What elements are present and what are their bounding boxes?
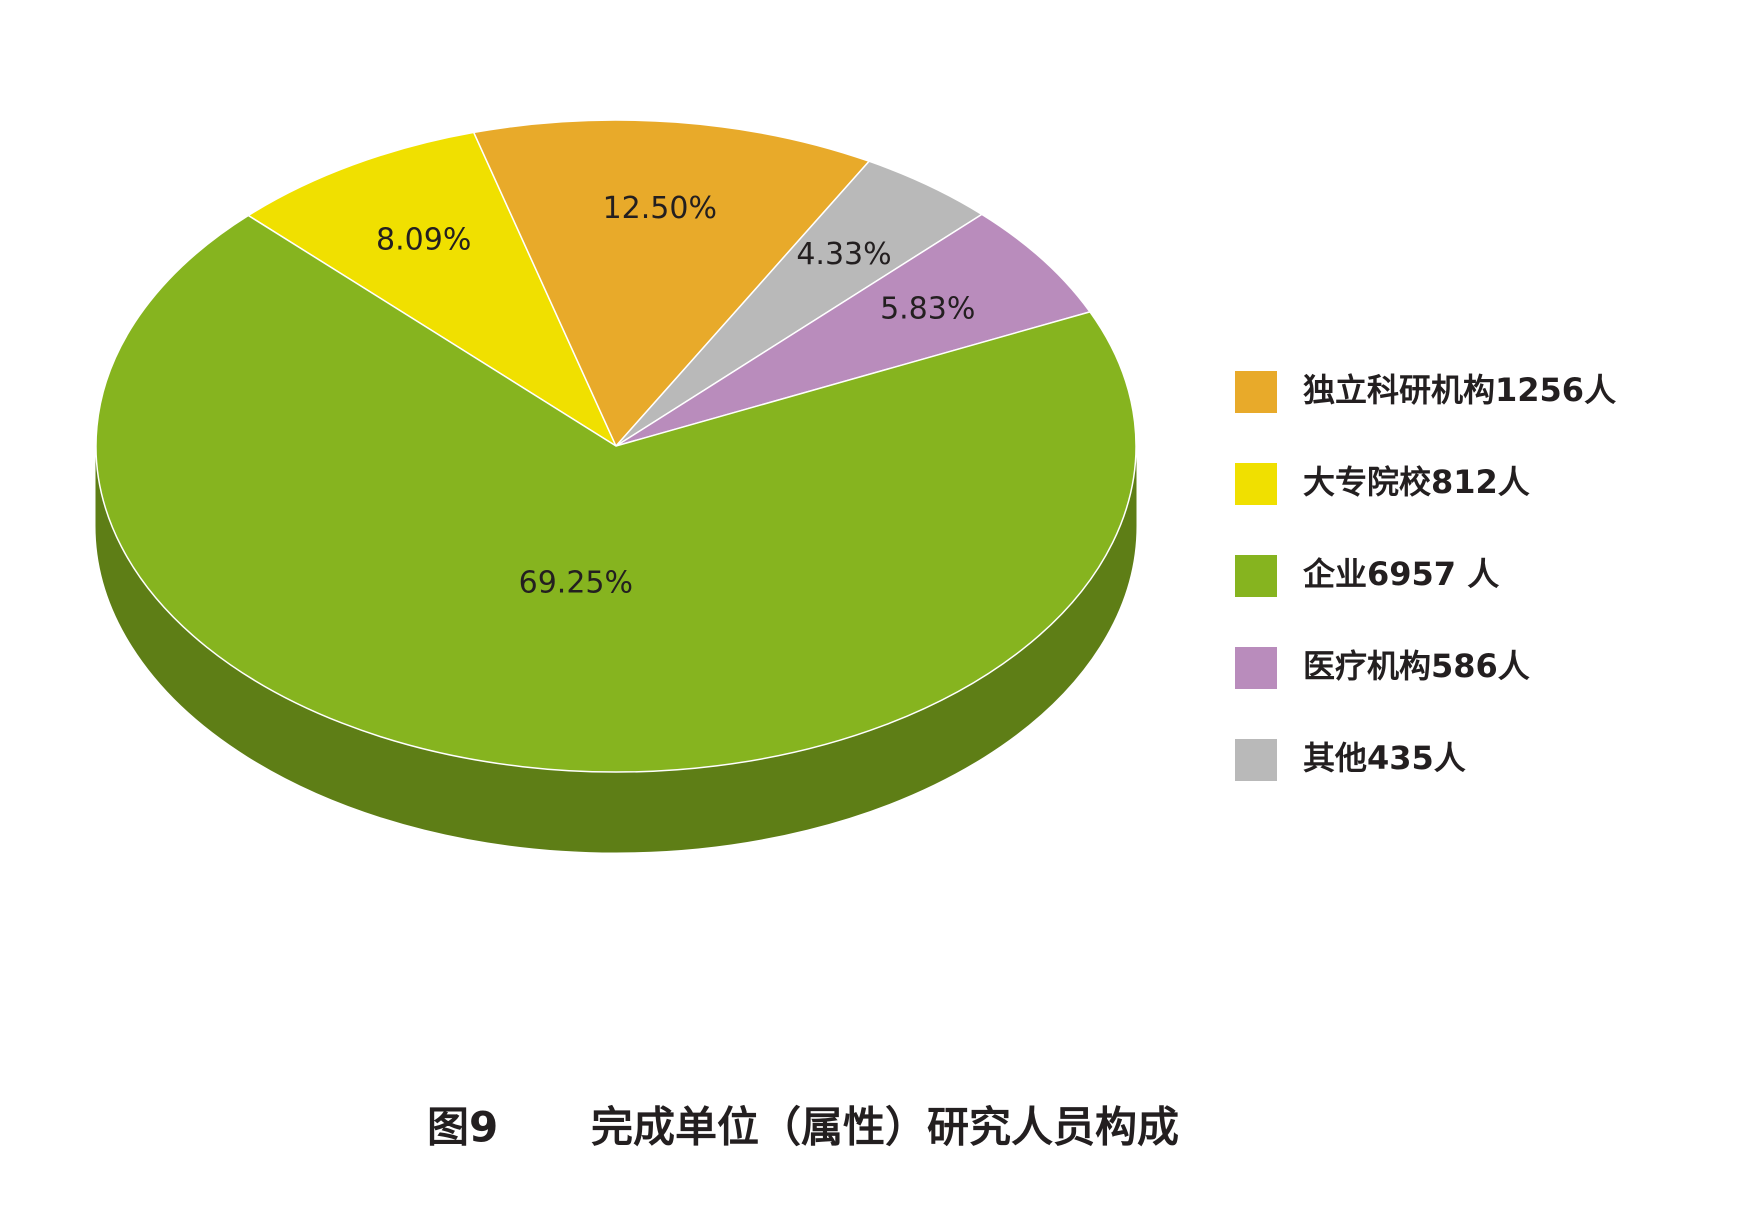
value-label: 5.83%	[880, 292, 975, 327]
slice	[95, 214, 1137, 773]
legend-label: 其他435人	[1303, 739, 1466, 777]
value-label: 69.25%	[519, 565, 633, 600]
legend-label: 大专院校812人	[1303, 463, 1530, 501]
value-label: 12.50%	[603, 191, 717, 226]
slice	[247, 131, 617, 447]
slice	[615, 213, 1091, 447]
value-label: 4.33%	[796, 237, 891, 272]
legend-swatch	[1235, 371, 1277, 413]
legend-label: 独立科研机构1256人	[1303, 371, 1616, 409]
slice	[473, 119, 870, 447]
legend-swatch	[1235, 647, 1277, 689]
legend-swatch	[1235, 463, 1277, 505]
chart-title: 完成单位（属性）研究人员构成	[591, 1103, 1179, 1152]
value-label: 8.09%	[376, 222, 471, 257]
value-labels: 8.09% 12.50% 4.33% 5.83% 69.25%	[376, 191, 975, 600]
legend-swatch	[1235, 555, 1277, 597]
legend-swatch	[1235, 739, 1277, 781]
legend-label: 医疗机构586人	[1303, 647, 1530, 685]
figure-label: 图9	[427, 1103, 498, 1152]
pie-tops	[95, 119, 1137, 773]
legend-label: 企业6957 人	[1303, 555, 1499, 593]
